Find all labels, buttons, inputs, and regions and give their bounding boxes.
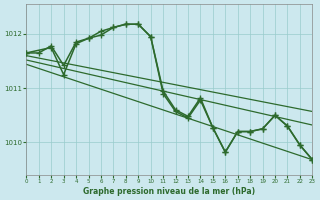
X-axis label: Graphe pression niveau de la mer (hPa): Graphe pression niveau de la mer (hPa)	[83, 187, 255, 196]
